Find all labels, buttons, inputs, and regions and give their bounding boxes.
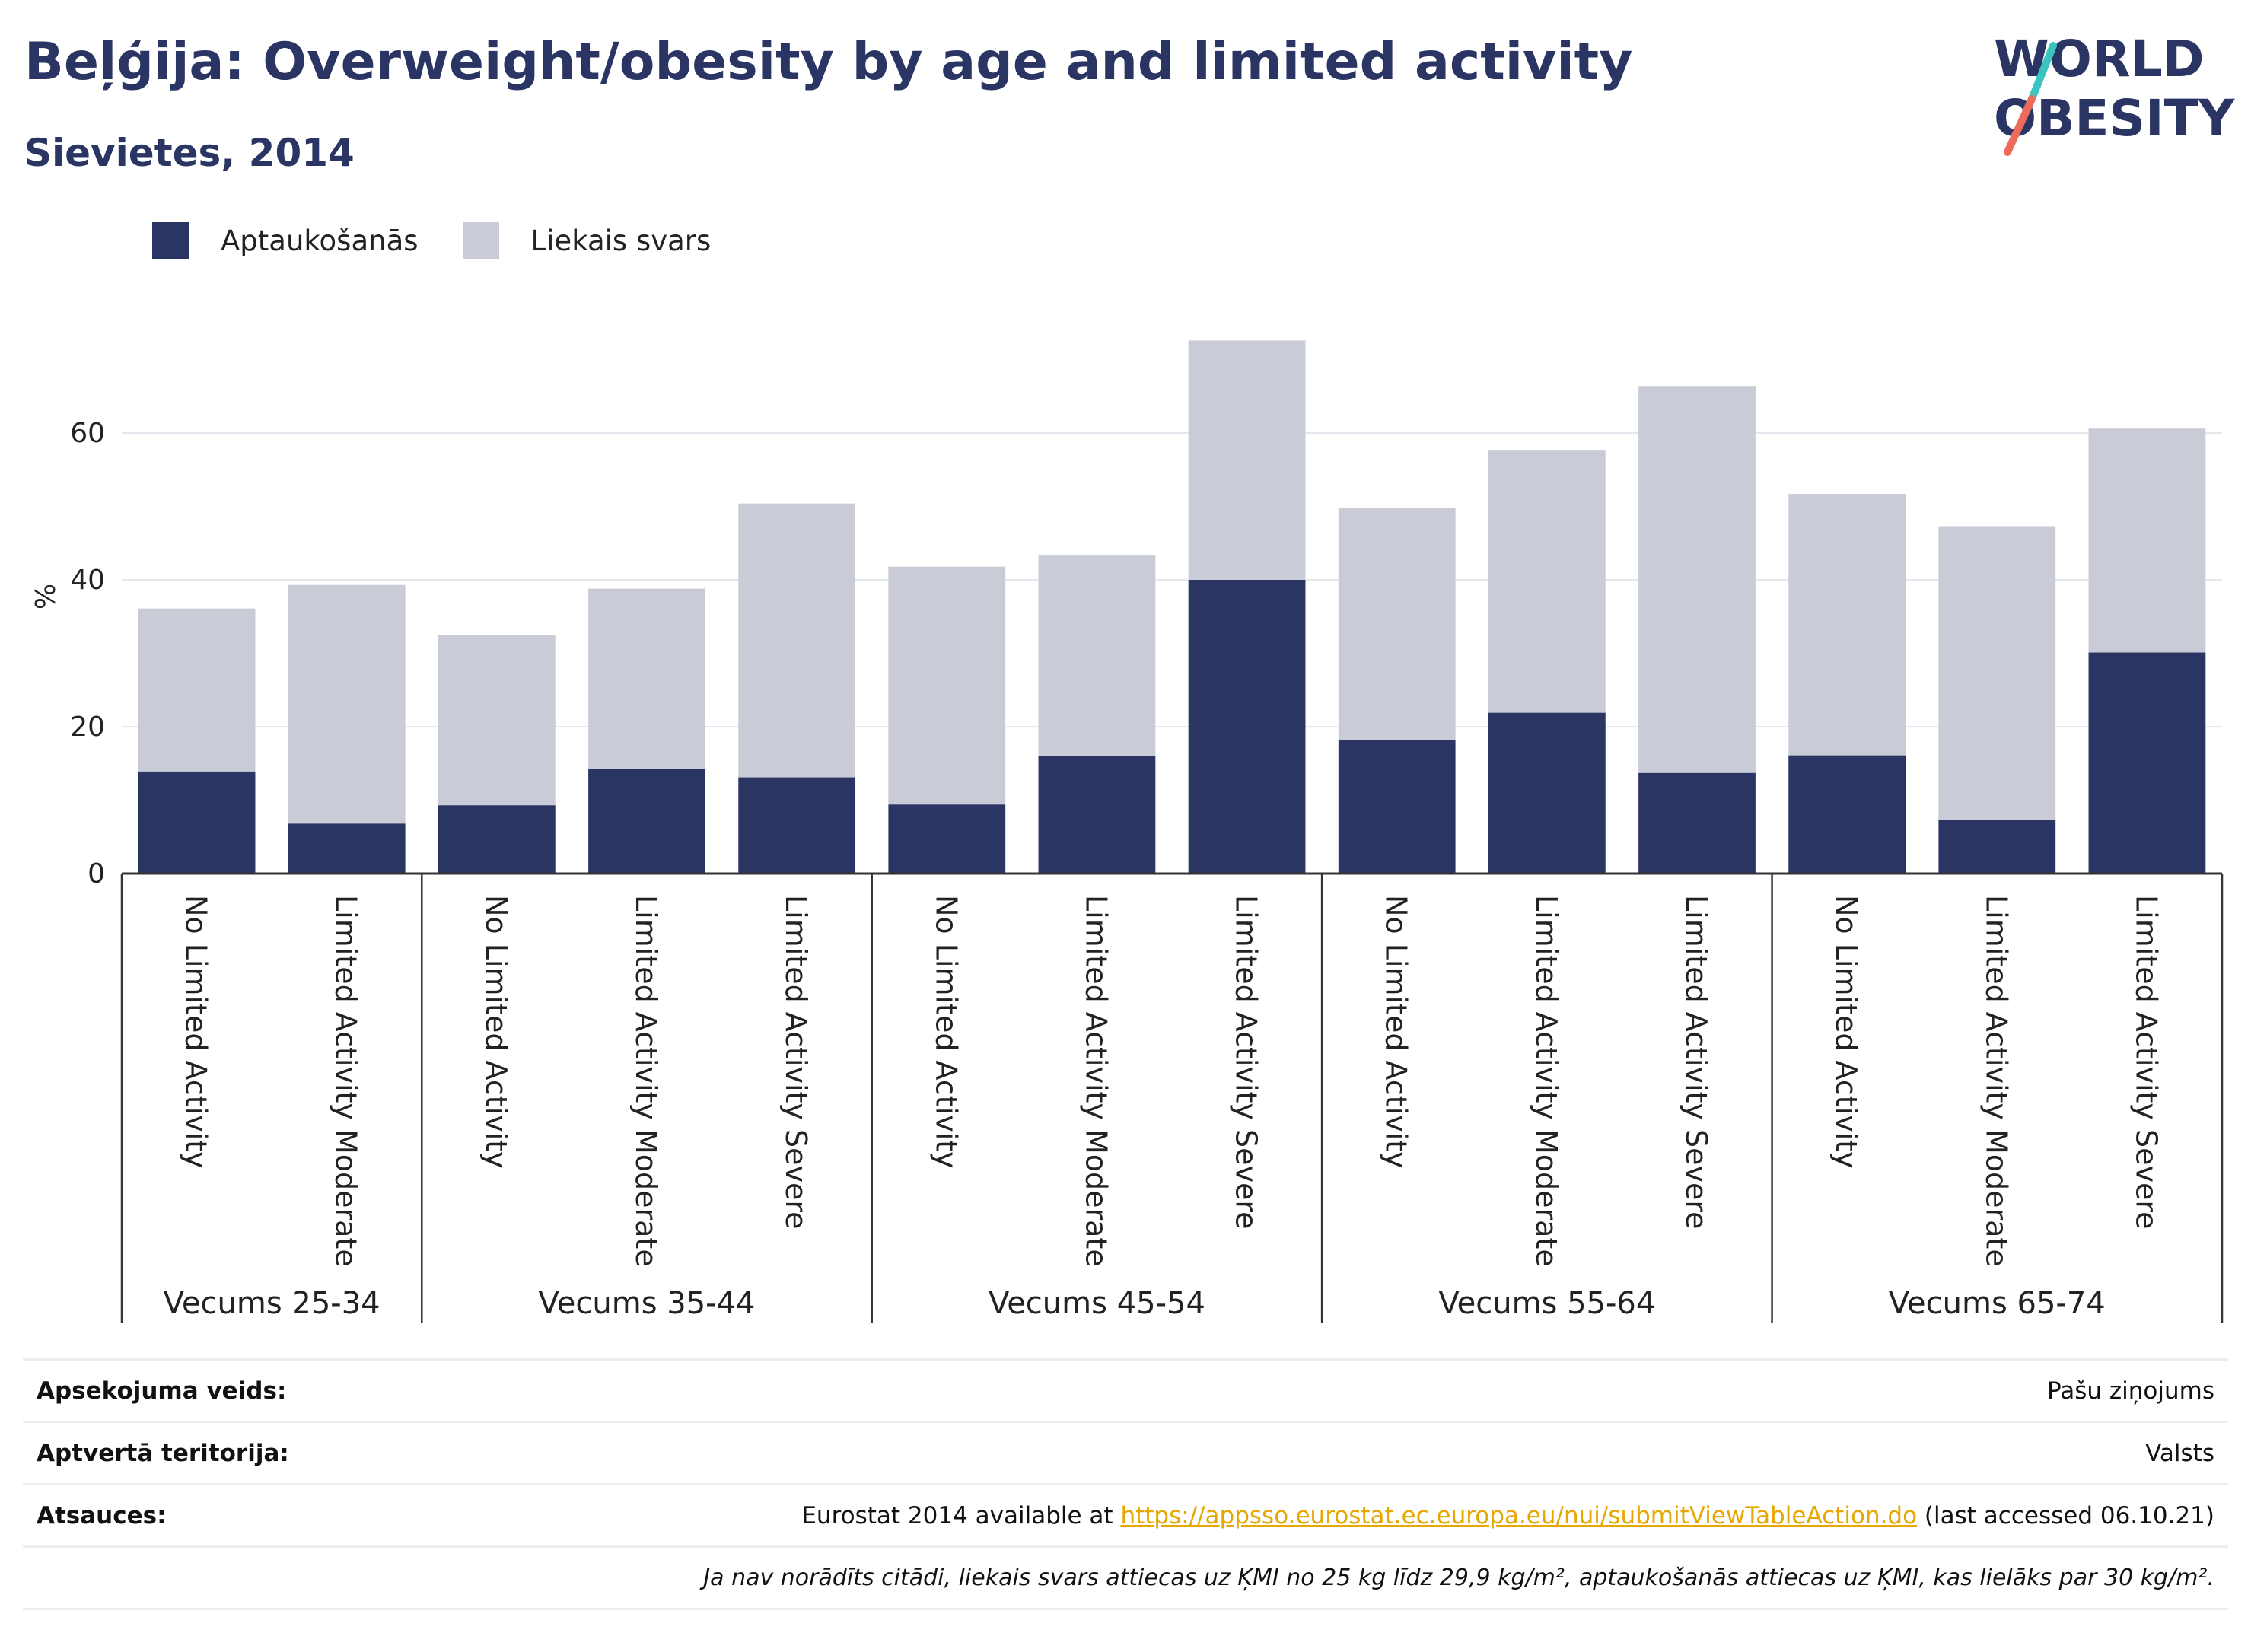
bar-obesity <box>2088 652 2206 874</box>
info-row-coverage: Aptvertā teritorija: Valsts <box>23 1421 2228 1485</box>
x-category-label: Limited Activity Severe <box>2129 895 2163 1230</box>
bar-obesity <box>138 771 256 874</box>
legend-label-overweight: Liekais svars <box>530 224 712 257</box>
bars <box>138 340 2206 874</box>
bar-obesity <box>738 777 856 874</box>
bar-obesity <box>1188 580 1306 874</box>
y-tick-label-0: 0 <box>88 858 105 890</box>
page-title: Beļģija: Overweight/obesity by age and l… <box>24 32 1633 92</box>
grid-lines <box>122 432 2222 727</box>
survey-type-value: Pašu ziņojums <box>2046 1377 2214 1405</box>
x-category-label: Limited Activity Severe <box>779 895 813 1230</box>
x-group-label: Vecums 65-74 <box>1889 1286 2106 1321</box>
sources-label: Atsauces: <box>37 1501 167 1529</box>
bar-overweight <box>1488 450 1606 713</box>
x-category-label: No Limited Activity <box>1380 895 1413 1169</box>
x-category-label: Limited Activity Severe <box>1230 895 1263 1230</box>
bar-overweight <box>2088 428 2206 653</box>
survey-type-label: Apsekojuma veids: <box>37 1377 287 1405</box>
bar-obesity <box>288 823 406 874</box>
bar-obesity <box>888 804 1006 874</box>
bar-obesity <box>438 805 556 874</box>
stacked-bar-chart: 0 20 40 60 No Limited Activity Limited Activi… <box>30 340 2224 1323</box>
info-row-note: Ja nav norādīts citādi, liekais svars at… <box>23 1546 2228 1609</box>
x-group-label: Vecums 55-64 <box>1438 1286 1655 1321</box>
bar-overweight <box>1638 386 1756 773</box>
sources-link[interactable]: https://appsso.eurostat.ec.europa.eu/nui… <box>1120 1501 1918 1529</box>
bar-overweight <box>738 503 856 778</box>
chart-legend: Aptaukošanās Liekais svars <box>152 222 755 259</box>
definition-note: Ja nav norādīts citādi, liekais svars at… <box>703 1564 2214 1591</box>
info-row-survey-type: Apsekojuma veids: Pašu ziņojums <box>23 1359 2228 1422</box>
bar-overweight <box>438 635 556 806</box>
y-tick-label-20: 20 <box>70 711 105 743</box>
sources-value: Eurostat 2014 available at https://appss… <box>431 1485 2228 1547</box>
bar-overweight <box>1338 508 1456 740</box>
legend-swatch-overweight <box>462 222 499 259</box>
x-group-label: Vecums 25-34 <box>164 1286 380 1321</box>
world-obesity-logo: WORLD OBESITY <box>1994 30 2236 156</box>
legend-item-overweight: Liekais svars <box>462 222 712 259</box>
x-category-label: Limited Activity Moderate <box>1530 895 1563 1267</box>
bar-overweight <box>1038 555 1156 756</box>
bar-obesity <box>588 769 705 874</box>
bar-obesity <box>1938 820 2056 874</box>
coverage-label: Aptvertā teritorija: <box>37 1439 289 1467</box>
x-category-label: Limited Activity Moderate <box>1079 895 1113 1267</box>
legend-label-obesity: Aptaukošanās <box>221 224 419 257</box>
bar-overweight <box>588 588 705 769</box>
bar-overweight <box>288 584 406 824</box>
coverage-value: Valsts <box>2145 1439 2214 1467</box>
x-category-label: Limited Activity Moderate <box>330 895 363 1267</box>
bar-overweight <box>138 608 256 772</box>
bar-obesity <box>1638 772 1756 874</box>
x-category-label: No Limited Activity <box>180 895 213 1169</box>
info-table: Apsekojuma veids: Pašu ziņojums Aptvertā… <box>23 1358 2228 1610</box>
sources-suffix: (last accessed 06.10.21) <box>1917 1501 2214 1529</box>
y-tick-label-40: 40 <box>70 565 105 596</box>
x-category-label: No Limited Activity <box>929 895 963 1169</box>
bar-overweight <box>1788 494 1906 756</box>
x-category-label: Limited Activity Moderate <box>1979 895 2013 1267</box>
x-group-label: Vecums 45-54 <box>989 1286 1205 1321</box>
x-category-label: No Limited Activity <box>479 895 513 1169</box>
x-category-label: Limited Activity Severe <box>1679 895 1713 1230</box>
bar-overweight <box>1938 526 2056 820</box>
x-group-label: Vecums 35-44 <box>539 1286 756 1321</box>
svg-text:WORLD: WORLD <box>1994 30 2205 88</box>
page-subtitle: Sievietes, 2014 <box>24 131 355 175</box>
info-row-sources: Atsauces: Eurostat 2014 available at htt… <box>23 1484 2228 1547</box>
sources-prefix: Eurostat 2014 available at <box>801 1501 1121 1529</box>
x-category-label: No Limited Activity <box>1829 895 1863 1169</box>
y-tick-label-60: 60 <box>70 418 105 449</box>
bar-overweight <box>888 566 1006 805</box>
note-spacer <box>23 1547 431 1609</box>
x-category-label: Limited Activity Moderate <box>629 895 663 1267</box>
legend-item-obesity: Aptaukošanās <box>152 222 419 259</box>
bar-obesity <box>1038 756 1156 874</box>
bar-obesity <box>1488 712 1606 874</box>
bar-obesity <box>1338 740 1456 874</box>
y-axis-label: % <box>30 584 62 610</box>
bar-obesity <box>1788 755 1906 874</box>
bar-overweight <box>1188 340 1306 580</box>
axes: 0 20 40 60 No Limited Activity Limited Activi… <box>70 418 2224 1323</box>
legend-swatch-obesity <box>152 222 189 259</box>
